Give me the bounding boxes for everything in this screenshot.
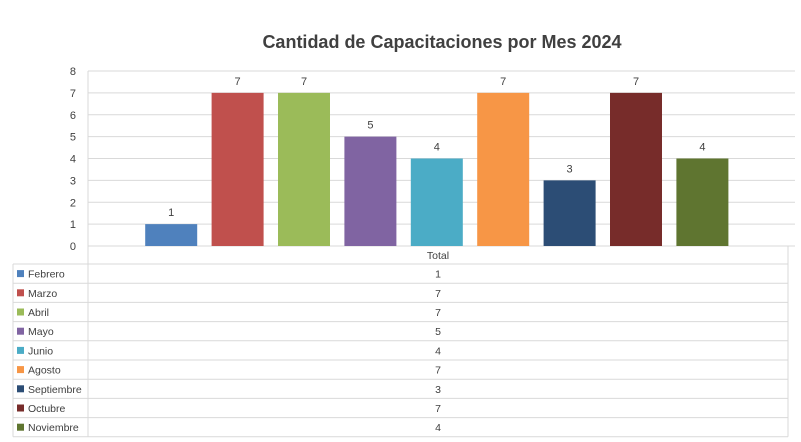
legend-key-junio bbox=[17, 346, 24, 354]
bar-abril bbox=[278, 92, 330, 246]
table-value-noviembre: 4 bbox=[435, 422, 441, 434]
legend-key-abril bbox=[17, 308, 24, 316]
y-tick-label-7: 7 bbox=[70, 88, 76, 100]
data-label-marzo: 7 bbox=[235, 76, 241, 88]
y-tick-label-6: 6 bbox=[70, 110, 76, 122]
data-label-abril: 7 bbox=[301, 76, 307, 88]
bar-octubre bbox=[610, 92, 662, 246]
table-value-septiembre: 3 bbox=[435, 384, 441, 396]
bar-noviembre bbox=[676, 158, 729, 246]
legend-key-marzo bbox=[17, 289, 24, 297]
legend-key-agosto bbox=[17, 366, 24, 374]
chart-title: Cantidad de Capacitaciones por Mes 2024 bbox=[262, 32, 622, 52]
legend-label-febrero: Febrero bbox=[28, 269, 65, 281]
legend-key-febrero bbox=[17, 270, 24, 278]
y-axis-tick-labels: 0 1 2 3 4 5 6 7 8 bbox=[70, 66, 76, 253]
y-tick-label-3: 3 bbox=[70, 175, 76, 187]
data-label-noviembre: 4 bbox=[699, 142, 705, 154]
data-table: Total Febrero 1 Marzo 7 Abril 7 Mayo 5 Junio 4 Agos… bbox=[12, 246, 789, 438]
bar-mayo bbox=[344, 136, 397, 246]
y-tick-label-0: 0 bbox=[70, 241, 76, 253]
bars bbox=[145, 92, 729, 246]
bar-septiembre bbox=[543, 180, 596, 246]
table-value-octubre: 7 bbox=[435, 403, 441, 415]
table-value-marzo: 7 bbox=[435, 288, 441, 300]
legend-label-noviembre: Noviembre bbox=[28, 422, 79, 434]
table-value-abril: 7 bbox=[435, 307, 441, 319]
data-label-junio: 4 bbox=[434, 142, 440, 154]
data-labels: 1 7 7 5 4 7 3 7 4 bbox=[168, 76, 705, 219]
data-label-septiembre: 3 bbox=[567, 163, 573, 175]
data-label-febrero: 1 bbox=[168, 207, 174, 219]
table-value-mayo: 5 bbox=[435, 326, 441, 338]
legend-label-agosto: Agosto bbox=[28, 365, 61, 377]
y-tick-label-2: 2 bbox=[70, 197, 76, 209]
legend-label-octubre: Octubre bbox=[28, 403, 66, 415]
data-label-mayo: 5 bbox=[367, 120, 373, 132]
legend-key-octubre bbox=[17, 404, 24, 412]
bar-junio bbox=[410, 158, 463, 246]
legend-key-septiembre bbox=[17, 385, 24, 393]
data-label-octubre: 7 bbox=[633, 76, 639, 88]
legend-key-noviembre bbox=[17, 423, 24, 431]
legend-label-abril: Abril bbox=[28, 307, 49, 319]
table-header-total: Total bbox=[427, 250, 449, 262]
legend-key-mayo bbox=[17, 327, 24, 335]
y-tick-label-4: 4 bbox=[70, 154, 76, 166]
legend-label-mayo: Mayo bbox=[28, 326, 54, 338]
y-tick-label-1: 1 bbox=[70, 219, 76, 231]
table-value-febrero: 1 bbox=[435, 269, 441, 281]
bar-marzo bbox=[211, 92, 264, 246]
y-tick-label-8: 8 bbox=[70, 66, 76, 78]
legend-label-septiembre: Septiembre bbox=[28, 384, 82, 396]
y-tick-label-5: 5 bbox=[70, 132, 76, 144]
bar-febrero bbox=[145, 224, 198, 246]
legend-label-junio: Junio bbox=[28, 345, 53, 357]
bar-agosto bbox=[477, 92, 530, 246]
table-value-agosto: 7 bbox=[435, 365, 441, 377]
table-value-junio: 4 bbox=[435, 345, 441, 357]
data-label-agosto: 7 bbox=[500, 76, 506, 88]
legend-label-marzo: Marzo bbox=[28, 288, 57, 300]
